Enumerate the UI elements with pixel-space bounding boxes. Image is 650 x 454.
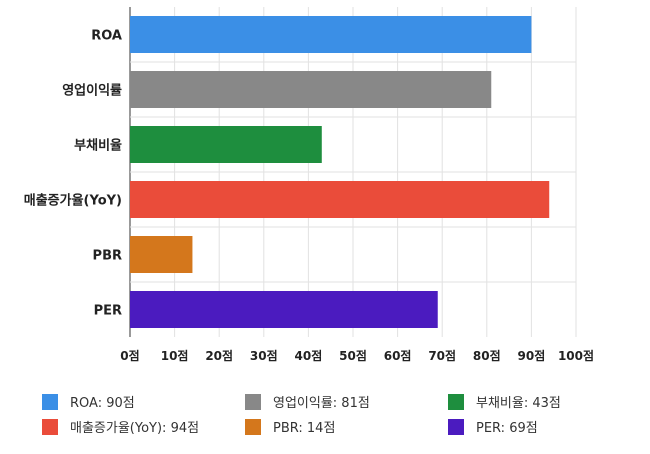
x-tick-label: 90점 [518, 348, 546, 363]
legend-swatch [245, 419, 261, 435]
legend-swatch [448, 419, 464, 435]
bar [130, 291, 438, 328]
x-tick-label: 30점 [250, 348, 278, 363]
legend-label: PBR: 14점 [273, 421, 335, 436]
legend-swatch [448, 394, 464, 410]
x-tick-label: 50점 [339, 348, 367, 363]
bar [130, 16, 532, 53]
x-tick-label: 10점 [161, 348, 189, 363]
category-label: 부채비율 [74, 138, 122, 154]
legend-label: 부채비율: 43점 [476, 396, 561, 411]
legend-item: 매출증가율(YoY): 94점 [42, 419, 199, 436]
legend-swatch [245, 394, 261, 410]
legend-swatch [42, 419, 58, 435]
bar [130, 236, 193, 273]
grid [129, 7, 577, 337]
legend-label: ROA: 90점 [70, 396, 135, 411]
legend-label: 영업이익률: 81점 [273, 396, 370, 411]
x-axis-tick-labels: 0점 10점 20점 30점 40점 50점 60점 70점 80점 90점 100점 [120, 348, 594, 363]
category-label: PER [94, 304, 122, 319]
x-tick-label: 60점 [384, 348, 412, 363]
legend-item: 부채비율: 43점 [448, 394, 561, 411]
category-label: 영업이익률 [62, 83, 122, 99]
legend-label: PER: 69점 [476, 421, 538, 436]
legend-item: PER: 69점 [448, 419, 538, 436]
category-label: PBR [93, 249, 122, 264]
x-tick-label: 20점 [205, 348, 233, 363]
legend-swatch [42, 394, 58, 410]
x-tick-label: 80점 [473, 348, 501, 363]
legend-item: PBR: 14점 [245, 419, 335, 436]
x-tick-label: 0점 [120, 348, 139, 363]
x-tick-label: 40점 [295, 348, 323, 363]
legend-item: 영업이익률: 81점 [245, 394, 370, 411]
legend-item: ROA: 90점 [42, 394, 135, 411]
x-tick-label: 100점 [558, 348, 594, 363]
bars [130, 16, 550, 328]
category-label: ROA [91, 29, 122, 44]
bar [130, 126, 322, 163]
bar [130, 181, 550, 218]
legend-label: 매출증가율(YoY): 94점 [70, 421, 199, 436]
bar [130, 71, 492, 108]
x-tick-label: 70점 [428, 348, 456, 363]
category-label: 매출증가율(YoY) [24, 193, 122, 209]
